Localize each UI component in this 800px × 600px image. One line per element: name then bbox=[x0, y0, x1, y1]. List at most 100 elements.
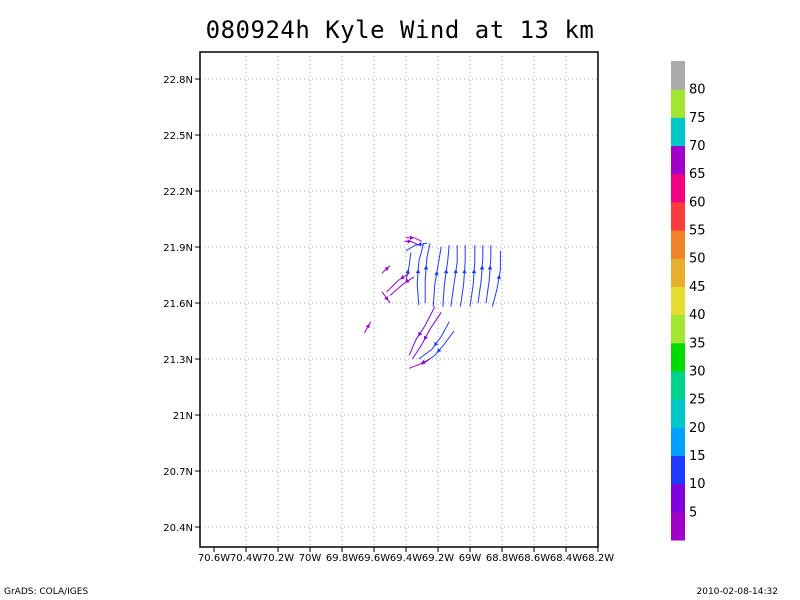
streamline-arrow bbox=[423, 265, 429, 270]
colorbar-label: 60 bbox=[689, 195, 706, 210]
colorbar-label: 5 bbox=[689, 505, 697, 520]
plot-frame bbox=[199, 51, 599, 548]
streamline bbox=[491, 250, 501, 307]
streamline bbox=[386, 272, 410, 293]
colorbar-swatch bbox=[671, 286, 685, 316]
streamline bbox=[459, 245, 466, 307]
y-axis-ticks: 22.8N 22.5N 22.2N 21.9N 21.6N 21.3N 21N 20.7N 20… bbox=[163, 75, 200, 534]
streamline bbox=[381, 291, 391, 304]
colorbar-swatch bbox=[671, 342, 685, 372]
colorbar-swatch bbox=[671, 173, 685, 203]
footer-credit: GrADS: COLA/IGES bbox=[4, 587, 89, 597]
x-tick-label: 68.6W bbox=[518, 553, 550, 564]
streamline bbox=[450, 245, 458, 307]
streamlines bbox=[363, 235, 501, 369]
y-tick-label: 22.8N bbox=[163, 75, 193, 86]
y-tick-label: 21.9N bbox=[163, 243, 193, 254]
streamline-arrow bbox=[417, 242, 422, 247]
y-tick-label: 22.5N bbox=[163, 131, 193, 142]
streamline-arrow bbox=[384, 266, 389, 271]
streamline bbox=[469, 245, 476, 307]
colorbar-swatch bbox=[671, 89, 685, 118]
colorbar-swatch bbox=[671, 258, 685, 287]
y-tick-label: 20.7N bbox=[163, 467, 193, 478]
colorbar-label: 10 bbox=[689, 477, 706, 492]
y-tick-label: 21N bbox=[173, 411, 193, 422]
x-tick-label: 70W bbox=[299, 553, 322, 564]
streamline-arrow bbox=[405, 269, 410, 274]
colorbar-label: 75 bbox=[689, 111, 706, 126]
x-tick-label: 68.4W bbox=[550, 553, 582, 564]
colorbar-swatch bbox=[671, 61, 685, 90]
x-tick-label: 70.4W bbox=[230, 553, 262, 564]
grid-lines bbox=[200, 52, 598, 547]
colorbar-label: 55 bbox=[689, 224, 706, 239]
streamline-arrow bbox=[400, 275, 405, 280]
streamline-arrow bbox=[437, 348, 442, 353]
streamline-arrow bbox=[471, 269, 477, 274]
colorbar-label: 35 bbox=[689, 336, 706, 351]
streamline bbox=[477, 245, 484, 304]
colorbar-swatch bbox=[671, 399, 685, 428]
x-tick-label: 69.8W bbox=[326, 553, 358, 564]
streamline-arrow bbox=[405, 278, 410, 283]
streamline bbox=[363, 321, 372, 334]
streamline bbox=[432, 246, 442, 307]
streamline-arrow bbox=[462, 269, 467, 274]
streamline-arrow bbox=[496, 274, 501, 280]
colorbar-label: 30 bbox=[689, 364, 706, 379]
colorbar-label: 20 bbox=[689, 421, 706, 436]
x-tick-label: 69.6W bbox=[358, 553, 390, 564]
colorbar: 5 10 15 20 25 30 35 40 45 50 55 60 65 70 75 80 bbox=[671, 61, 706, 541]
x-axis-ticks: 70.6W 70.4W 70.2W 70W 69.8W 69.6W 69.4W 69.2W 69… bbox=[198, 547, 614, 564]
streamline bbox=[405, 252, 412, 281]
colorbar-swatch bbox=[671, 455, 685, 485]
colorbar-label: 80 bbox=[689, 83, 706, 98]
streamline bbox=[424, 243, 431, 303]
colorbar-label: 15 bbox=[689, 449, 706, 464]
colorbar-label: 45 bbox=[689, 280, 706, 295]
x-tick-label: 69.4W bbox=[390, 553, 422, 564]
streamline bbox=[485, 245, 492, 304]
chart-title: 080924h Kyle Wind at 13 km bbox=[205, 16, 595, 44]
streamline-arrow bbox=[410, 235, 414, 240]
streamline-arrow bbox=[487, 265, 493, 270]
colorbar-swatch bbox=[671, 230, 685, 259]
x-tick-label: 68.8W bbox=[486, 553, 518, 564]
colorbar-label: 40 bbox=[689, 308, 706, 323]
colorbar-swatch bbox=[671, 117, 685, 147]
streamline-arrow bbox=[415, 269, 421, 274]
streamline bbox=[411, 312, 442, 360]
colorbar-label: 65 bbox=[689, 167, 706, 182]
colorbar-swatch bbox=[671, 145, 685, 175]
streamline-arrow bbox=[365, 323, 370, 329]
y-tick-label: 21.6N bbox=[163, 299, 193, 310]
footer-timestamp: 2010-02-08-14:32 bbox=[696, 587, 779, 597]
colorbar-swatch bbox=[671, 427, 685, 456]
streamline bbox=[442, 245, 450, 307]
y-tick-label: 21.3N bbox=[163, 355, 193, 366]
x-tick-label: 70.2W bbox=[262, 553, 294, 564]
streamline bbox=[404, 240, 420, 246]
streamline-arrow bbox=[384, 296, 389, 301]
streamline bbox=[389, 276, 415, 296]
streamline bbox=[418, 321, 450, 360]
colorbar-swatch bbox=[671, 370, 685, 400]
streamline bbox=[416, 243, 425, 305]
streamline bbox=[408, 306, 436, 356]
colorbar-label: 25 bbox=[689, 393, 706, 408]
colorbar-label: 50 bbox=[689, 252, 706, 267]
streamline-arrow bbox=[407, 239, 412, 244]
colorbar-swatch bbox=[671, 314, 685, 344]
x-tick-label: 69.2W bbox=[422, 553, 454, 564]
streamline bbox=[405, 242, 427, 252]
streamline-arrow bbox=[424, 335, 428, 341]
streamline-arrow bbox=[418, 331, 423, 337]
streamline-arrow bbox=[453, 269, 458, 274]
streamline-arrow bbox=[434, 271, 439, 276]
streamline-arrow bbox=[479, 265, 485, 270]
y-tick-label: 20.4N bbox=[163, 523, 193, 534]
streamline-arrow bbox=[434, 341, 439, 347]
colorbar-swatch bbox=[671, 511, 685, 541]
